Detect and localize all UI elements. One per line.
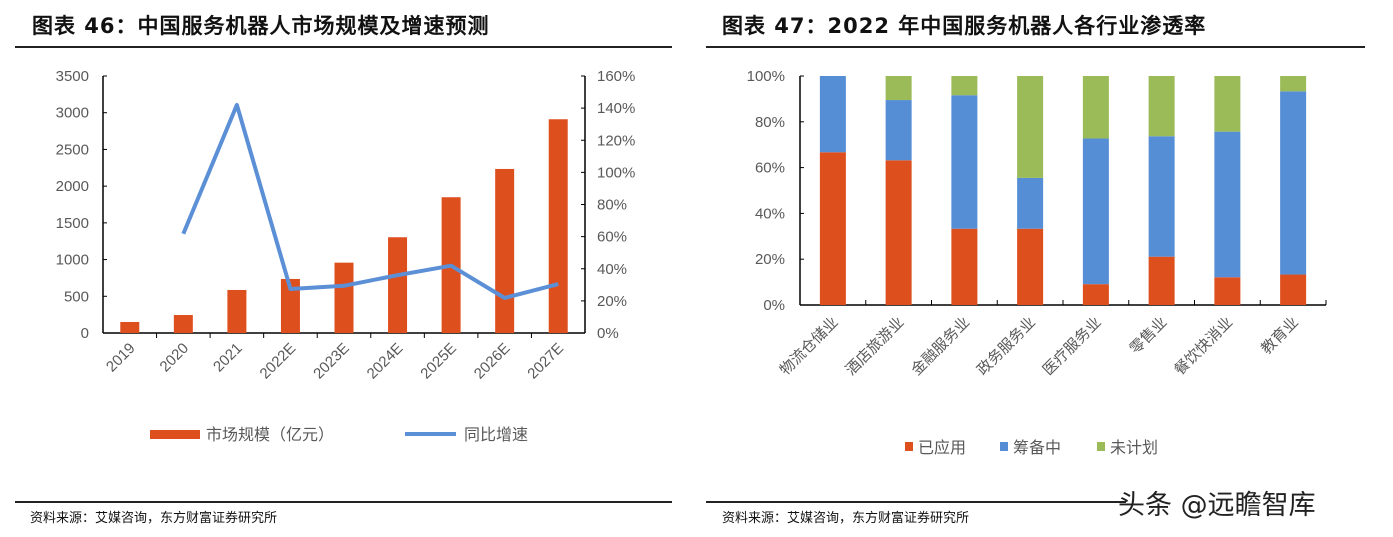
left-y-tick-label: 1500 (56, 215, 89, 232)
right-y-tick-label: 100% (597, 164, 635, 181)
bar-未计划-教育业 (1280, 76, 1307, 92)
bar-未计划-餐饮快消业 (1214, 76, 1241, 132)
left-y-tick-label: 3000 (56, 105, 89, 122)
right-y-tick-label: 140% (597, 100, 635, 117)
right-y-tick-label: 40% (597, 261, 627, 278)
right-y-tick-label: 20% (597, 293, 627, 310)
bar-筹备中-餐饮快消业 (1214, 131, 1241, 278)
right-y-tick-label: 60% (597, 229, 627, 246)
x-tick-label: 医疗服务业 (1039, 313, 1105, 379)
x-tick-label: 2023E (310, 340, 353, 383)
x-tick-label: 2020 (157, 340, 193, 376)
right-source: 资料来源：艾媒咨询，东方财富证券研究所 (722, 511, 970, 526)
left-source: 资料来源：艾媒咨询，东方财富证券研究所 (30, 511, 278, 526)
bar-已应用-医疗服务业 (1082, 284, 1109, 305)
x-tick-label: 2024E (364, 340, 407, 383)
right-title-rule (706, 46, 1365, 48)
x-tick-label: 物流仓储业 (776, 313, 842, 379)
watermark: 头条 @远瞻智库 (1118, 490, 1316, 521)
bar-market-size-2020 (173, 315, 193, 333)
bar-已应用-零售业 (1148, 256, 1175, 305)
left-y-tick-label: 1000 (56, 252, 89, 269)
left-y-tick-label: 0 (81, 325, 89, 342)
bar-筹备中-政务服务业 (1017, 177, 1044, 229)
bar-已应用-教育业 (1280, 274, 1307, 305)
legend-label-market-size: 市场规模（亿元） (206, 425, 334, 444)
bar-未计划-政务服务业 (1017, 76, 1044, 178)
y-tick-label: 100% (747, 68, 785, 85)
x-tick-label: 零售业 (1126, 313, 1171, 358)
right-y-tick-label: 0% (597, 325, 619, 342)
legend-swatch-market-size (150, 430, 200, 439)
y-tick-label: 40% (755, 205, 785, 222)
left-y-tick-label: 2500 (56, 141, 89, 158)
legend-label-筹备中: 筹备中 (1013, 438, 1061, 457)
legend-label-已应用: 已应用 (918, 438, 966, 457)
x-tick-label: 2021 (210, 340, 246, 376)
x-tick-label: 餐饮快消业 (1170, 313, 1236, 379)
right-y-tick-label: 120% (597, 132, 635, 149)
bar-筹备中-医疗服务业 (1082, 138, 1109, 285)
bar-筹备中-金融服务业 (951, 95, 978, 229)
x-tick-label: 教育业 (1257, 313, 1302, 358)
x-tick-label: 酒店旅游业 (842, 313, 908, 379)
bar-market-size-2022E (280, 278, 300, 333)
legend-swatch-未计划 (1097, 442, 1105, 451)
bar-已应用-酒店旅游业 (885, 160, 912, 305)
left-title-rule (15, 46, 672, 48)
left-y-tick-label: 2000 (56, 178, 89, 195)
legend-swatch-已应用 (905, 442, 913, 451)
bar-market-size-2026E (495, 168, 515, 333)
legend-label-未计划: 未计划 (1110, 438, 1158, 457)
y-tick-label: 60% (755, 160, 785, 177)
left-footer-rule (15, 501, 672, 503)
x-tick-label: 金融服务业 (907, 313, 973, 379)
bar-未计划-酒店旅游业 (885, 76, 912, 101)
left-y-tick-label: 500 (64, 288, 89, 305)
bar-未计划-医疗服务业 (1082, 76, 1109, 139)
bar-market-size-2019 (120, 321, 140, 333)
legend-swatch-筹备中 (1000, 442, 1008, 451)
x-tick-label: 2019 (103, 340, 139, 376)
right-chart-title: 图表 47：2022 年中国服务机器人各行业渗透率 (722, 14, 1207, 38)
bar-已应用-物流仓储业 (819, 152, 846, 305)
x-tick-label: 2022E (257, 340, 300, 383)
growth-rate-line (181, 102, 559, 300)
bar-market-size-2023E (334, 262, 354, 333)
right-y-tick-label: 160% (597, 68, 635, 85)
y-tick-label: 0% (763, 297, 785, 314)
bar-market-size-2027E (548, 119, 568, 334)
bar-已应用-政务服务业 (1017, 228, 1044, 305)
y-tick-label: 20% (755, 251, 785, 268)
left-y-tick-label: 3500 (56, 68, 89, 85)
bar-market-size-2021 (227, 289, 247, 333)
x-tick-label: 2027E (524, 340, 567, 383)
bar-未计划-零售业 (1148, 76, 1175, 137)
bar-已应用-餐饮快消业 (1214, 277, 1241, 305)
y-tick-label: 80% (755, 114, 785, 131)
bar-筹备中-教育业 (1280, 91, 1307, 275)
right-y-tick-label: 80% (597, 197, 627, 214)
bar-未计划-金融服务业 (951, 76, 978, 96)
bar-筹备中-零售业 (1148, 136, 1175, 257)
bar-筹备中-酒店旅游业 (885, 100, 912, 161)
bar-筹备中-物流仓储业 (819, 76, 846, 153)
x-tick-label: 2026E (471, 340, 514, 383)
bar-已应用-金融服务业 (951, 228, 978, 305)
legend-label-growth: 同比增速 (464, 425, 528, 444)
bar-market-size-2024E (388, 237, 408, 333)
x-tick-label: 2025E (417, 340, 460, 383)
left-chart-title: 图表 46：中国服务机器人市场规模及增速预测 (32, 14, 490, 38)
x-tick-label: 政务服务业 (973, 313, 1039, 379)
right-footer-rule (706, 501, 1126, 503)
